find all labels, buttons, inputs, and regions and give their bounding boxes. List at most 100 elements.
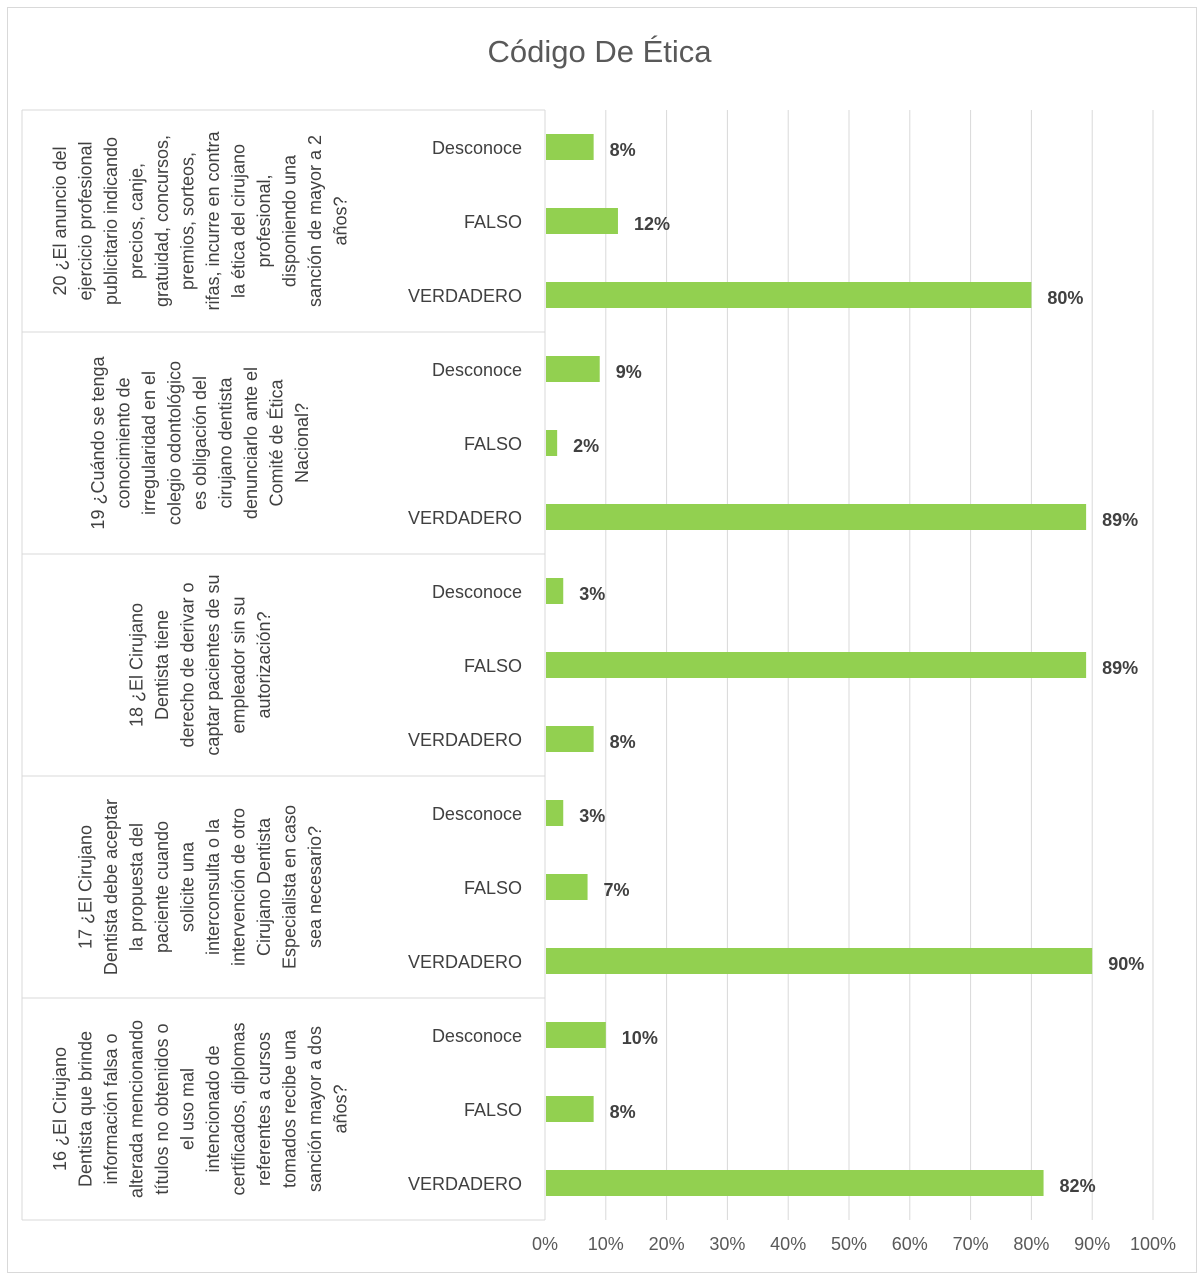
chart-title: Código De Ética <box>487 34 712 69</box>
category-label: FALSO <box>464 434 522 454</box>
bar <box>546 1096 594 1122</box>
bar <box>546 800 564 826</box>
data-label: 12% <box>634 214 670 234</box>
data-label: 8% <box>610 140 636 160</box>
group-label-line: 20 ¿El anuncio del <box>50 146 70 295</box>
category-label: Desconoce <box>432 804 522 824</box>
group-label-line: Dentista tiene <box>152 610 172 720</box>
group-label-line: paciente cuando <box>152 821 172 953</box>
group-label-line: denunciarlo ante el <box>241 367 261 519</box>
group-label-line: títulos no obtenidos o <box>152 1023 172 1194</box>
category-label: FALSO <box>464 1100 522 1120</box>
bar <box>546 430 558 456</box>
data-label: 8% <box>610 1102 636 1122</box>
data-label: 90% <box>1108 954 1144 974</box>
bar <box>546 282 1032 308</box>
data-label: 7% <box>604 880 630 900</box>
data-label: 9% <box>616 362 642 382</box>
group-label-line: premios, sorteos, <box>177 152 197 290</box>
x-tick-label: 10% <box>588 1234 624 1254</box>
x-tick-label: 30% <box>709 1234 745 1254</box>
chart-frame <box>7 7 1197 1273</box>
x-tick-label: 60% <box>892 1234 928 1254</box>
group-label-line: gratuidad, concursos, <box>152 135 172 307</box>
group-label-line: Cirujano Dentista <box>254 817 274 956</box>
data-label: 3% <box>579 584 605 604</box>
group-label-line: precios, canje, <box>126 163 146 279</box>
group-label-line: colegio odontológico <box>165 361 185 525</box>
group-label-line: interconsulta o la <box>203 818 223 955</box>
x-tick-label: 40% <box>770 1234 806 1254</box>
category-label: FALSO <box>464 656 522 676</box>
group-label: 17 ¿El Cirujano Dentista debe aceptar la p… <box>75 799 325 975</box>
group-label-line: referentes a cursos <box>254 1032 274 1186</box>
bar <box>546 504 1087 530</box>
data-label: 10% <box>622 1028 658 1048</box>
data-label: 80% <box>1047 288 1083 308</box>
group-label-line: Especialista en caso <box>279 805 299 969</box>
data-label: 89% <box>1102 658 1138 678</box>
group-label-line: irregularidad en el <box>139 371 159 515</box>
x-tick-label: 70% <box>953 1234 989 1254</box>
category-label: VERDADERO <box>408 1174 522 1194</box>
x-tick-label: 0% <box>532 1234 558 1254</box>
bar <box>546 948 1093 974</box>
bar <box>546 578 564 604</box>
category-label: VERDADERO <box>408 508 522 528</box>
group-label-line: tomados recibe una <box>279 1029 299 1188</box>
group-label-line: Comité de Ética <box>267 378 287 506</box>
group-label-line: es obligación del <box>190 376 210 510</box>
data-label: 82% <box>1060 1176 1096 1196</box>
bar <box>546 356 600 382</box>
bar <box>546 1170 1044 1196</box>
group-label-line: conocimiento de <box>114 377 134 508</box>
group-label: 18 ¿El Cirujano Dentista tiene derecho de … <box>126 574 274 755</box>
group-label-line: cirujano dentista <box>216 376 236 508</box>
group-label-line: sea necesario? <box>305 826 325 948</box>
group-label-line: derecho de derivar o <box>177 582 197 747</box>
category-label: VERDADERO <box>408 730 522 750</box>
group-label-line: la ética del cirujano <box>228 144 248 298</box>
group-label-line: certificados, diplomas <box>228 1022 248 1195</box>
group-label-line: sanción mayor a dos <box>305 1026 325 1192</box>
bar <box>546 874 588 900</box>
group-label-line: empleador sin su <box>228 596 248 733</box>
x-tick-label: 20% <box>649 1234 685 1254</box>
group-label-line: años? <box>330 1084 350 1133</box>
group-label-line: Dentista que brinde <box>75 1031 95 1187</box>
x-tick-label: 50% <box>831 1234 867 1254</box>
group-label-line: intervención de otro <box>228 808 248 966</box>
group-label-line: captar pacientes de su <box>203 574 223 755</box>
group-label-line: rifas, incurre en contra <box>203 130 223 310</box>
category-label: VERDADERO <box>408 286 522 306</box>
bar <box>546 1022 606 1048</box>
data-label: 89% <box>1102 510 1138 530</box>
group-label-line: autorización? <box>254 611 274 718</box>
category-label: Desconoce <box>432 360 522 380</box>
group-label-line: la propuesta del <box>126 823 146 951</box>
bar <box>546 208 618 234</box>
bar <box>546 134 594 160</box>
x-tick-label: 90% <box>1074 1234 1110 1254</box>
category-label: FALSO <box>464 878 522 898</box>
group-label-line: años? <box>330 196 350 245</box>
data-label: 3% <box>579 806 605 826</box>
group-label-line: 19 ¿Cuándo se tenga <box>88 355 108 529</box>
data-label: 2% <box>573 436 599 456</box>
group-label-line: el uso mal <box>177 1068 197 1150</box>
data-label: 8% <box>610 732 636 752</box>
group-label-line: solicite una <box>177 841 197 932</box>
category-label: VERDADERO <box>408 952 522 972</box>
group-label: 16 ¿El Cirujano Dentista que brinde inform… <box>50 1020 351 1198</box>
category-label: FALSO <box>464 212 522 232</box>
group-label-line: Dentista debe aceptar <box>101 799 121 975</box>
group-label-line: 18 ¿El Cirujano <box>126 603 146 727</box>
group-label-line: información falsa o <box>101 1033 121 1184</box>
group-label-line: publicitario indicando <box>101 137 121 305</box>
group-label-line: alterada mencionando <box>126 1020 146 1198</box>
x-tick-label: 100% <box>1130 1234 1176 1254</box>
category-label: Desconoce <box>432 1026 522 1046</box>
group-label-line: intencionado de <box>203 1045 223 1172</box>
group-label-line: sanción de mayor a 2 <box>305 135 325 307</box>
